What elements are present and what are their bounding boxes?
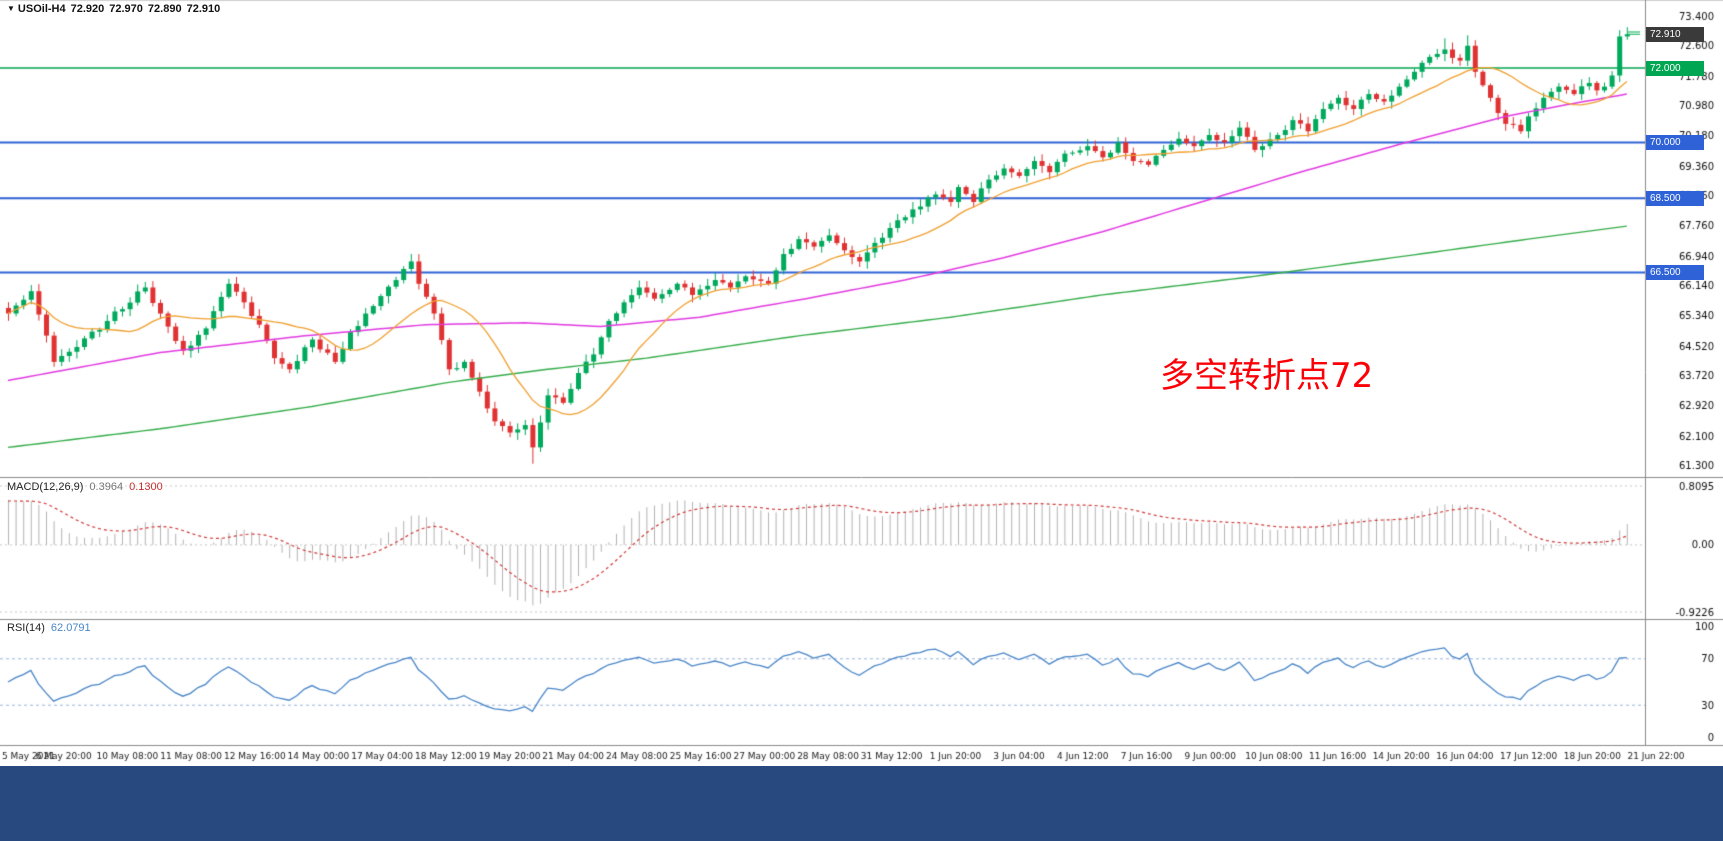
price-badge-66.500: 66.500 [1646, 265, 1704, 281]
price-badge-72.000: 72.000 [1646, 60, 1704, 76]
close-value: 72.910 [186, 3, 221, 15]
macd-label: MACD(12,26,9) [7, 481, 84, 493]
symbol-dropdown-icon[interactable]: ▼ [7, 4, 15, 13]
price-badge-70.000: 70.000 [1646, 134, 1704, 150]
macd-main-value: 0.3964 [89, 481, 124, 493]
bottom-bar [0, 766, 1723, 841]
chart-annotation-text: 多空转折点72 [1160, 356, 1374, 396]
high-value: 72.970 [109, 3, 143, 15]
macd-signal-value: 0.1300 [129, 481, 163, 493]
rsi-header: RSI(14) 62.0791 [7, 622, 97, 634]
chart-canvas[interactable] [0, 0, 1723, 766]
chart-header: ▼ USOil-H4 72.920 72.970 72.890 72.910 [7, 3, 225, 15]
price-badge-72.910: 72.910 [1646, 26, 1704, 42]
macd-header: MACD(12,26,9) 0.3964 0.1300 [7, 481, 169, 493]
symbol-label: USOil-H4 [17, 3, 66, 15]
price-badge-68.500: 68.500 [1646, 190, 1704, 206]
low-value: 72.890 [147, 3, 182, 15]
open-value: 72.920 [70, 3, 105, 15]
rsi-label: RSI(14) [7, 622, 45, 634]
rsi-value: 62.0791 [50, 622, 91, 634]
